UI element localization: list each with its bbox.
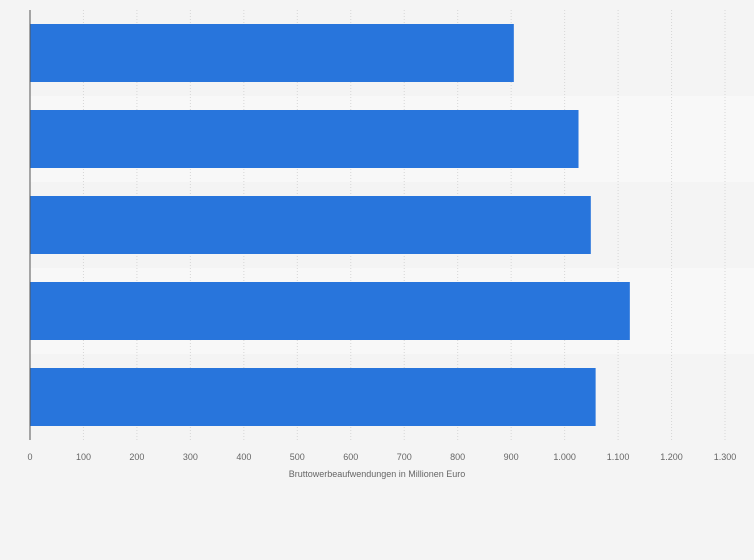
bars — [30, 24, 630, 426]
x-tick-labels: 0 100 200 300 400 500 600 700 800 900 1.000 1.100 1.… — [27, 452, 736, 462]
bar[interactable] — [30, 24, 514, 82]
x-tick-label: 0 — [27, 452, 32, 462]
x-tick-label: 400 — [236, 452, 251, 462]
x-tick-label: 600 — [343, 452, 358, 462]
x-tick-label: 1.200 — [660, 452, 683, 462]
x-tick-label: 700 — [397, 452, 412, 462]
x-tick-label: 300 — [183, 452, 198, 462]
bar[interactable] — [30, 282, 630, 340]
x-tick-label: 1.000 — [553, 452, 576, 462]
x-tick-label: 1.100 — [607, 452, 630, 462]
bar[interactable] — [30, 196, 591, 254]
x-tick-label: 1.300 — [714, 452, 737, 462]
bar[interactable] — [30, 368, 596, 426]
x-tick-label: 900 — [504, 452, 519, 462]
x-tick-label: 500 — [290, 452, 305, 462]
x-tick-label: 800 — [450, 452, 465, 462]
bar[interactable] — [30, 110, 579, 168]
x-tick-label: 100 — [76, 452, 91, 462]
x-tick-label: 200 — [129, 452, 144, 462]
x-axis-title: Bruttowerbeaufwendungen in Millionen Eur… — [289, 469, 466, 479]
